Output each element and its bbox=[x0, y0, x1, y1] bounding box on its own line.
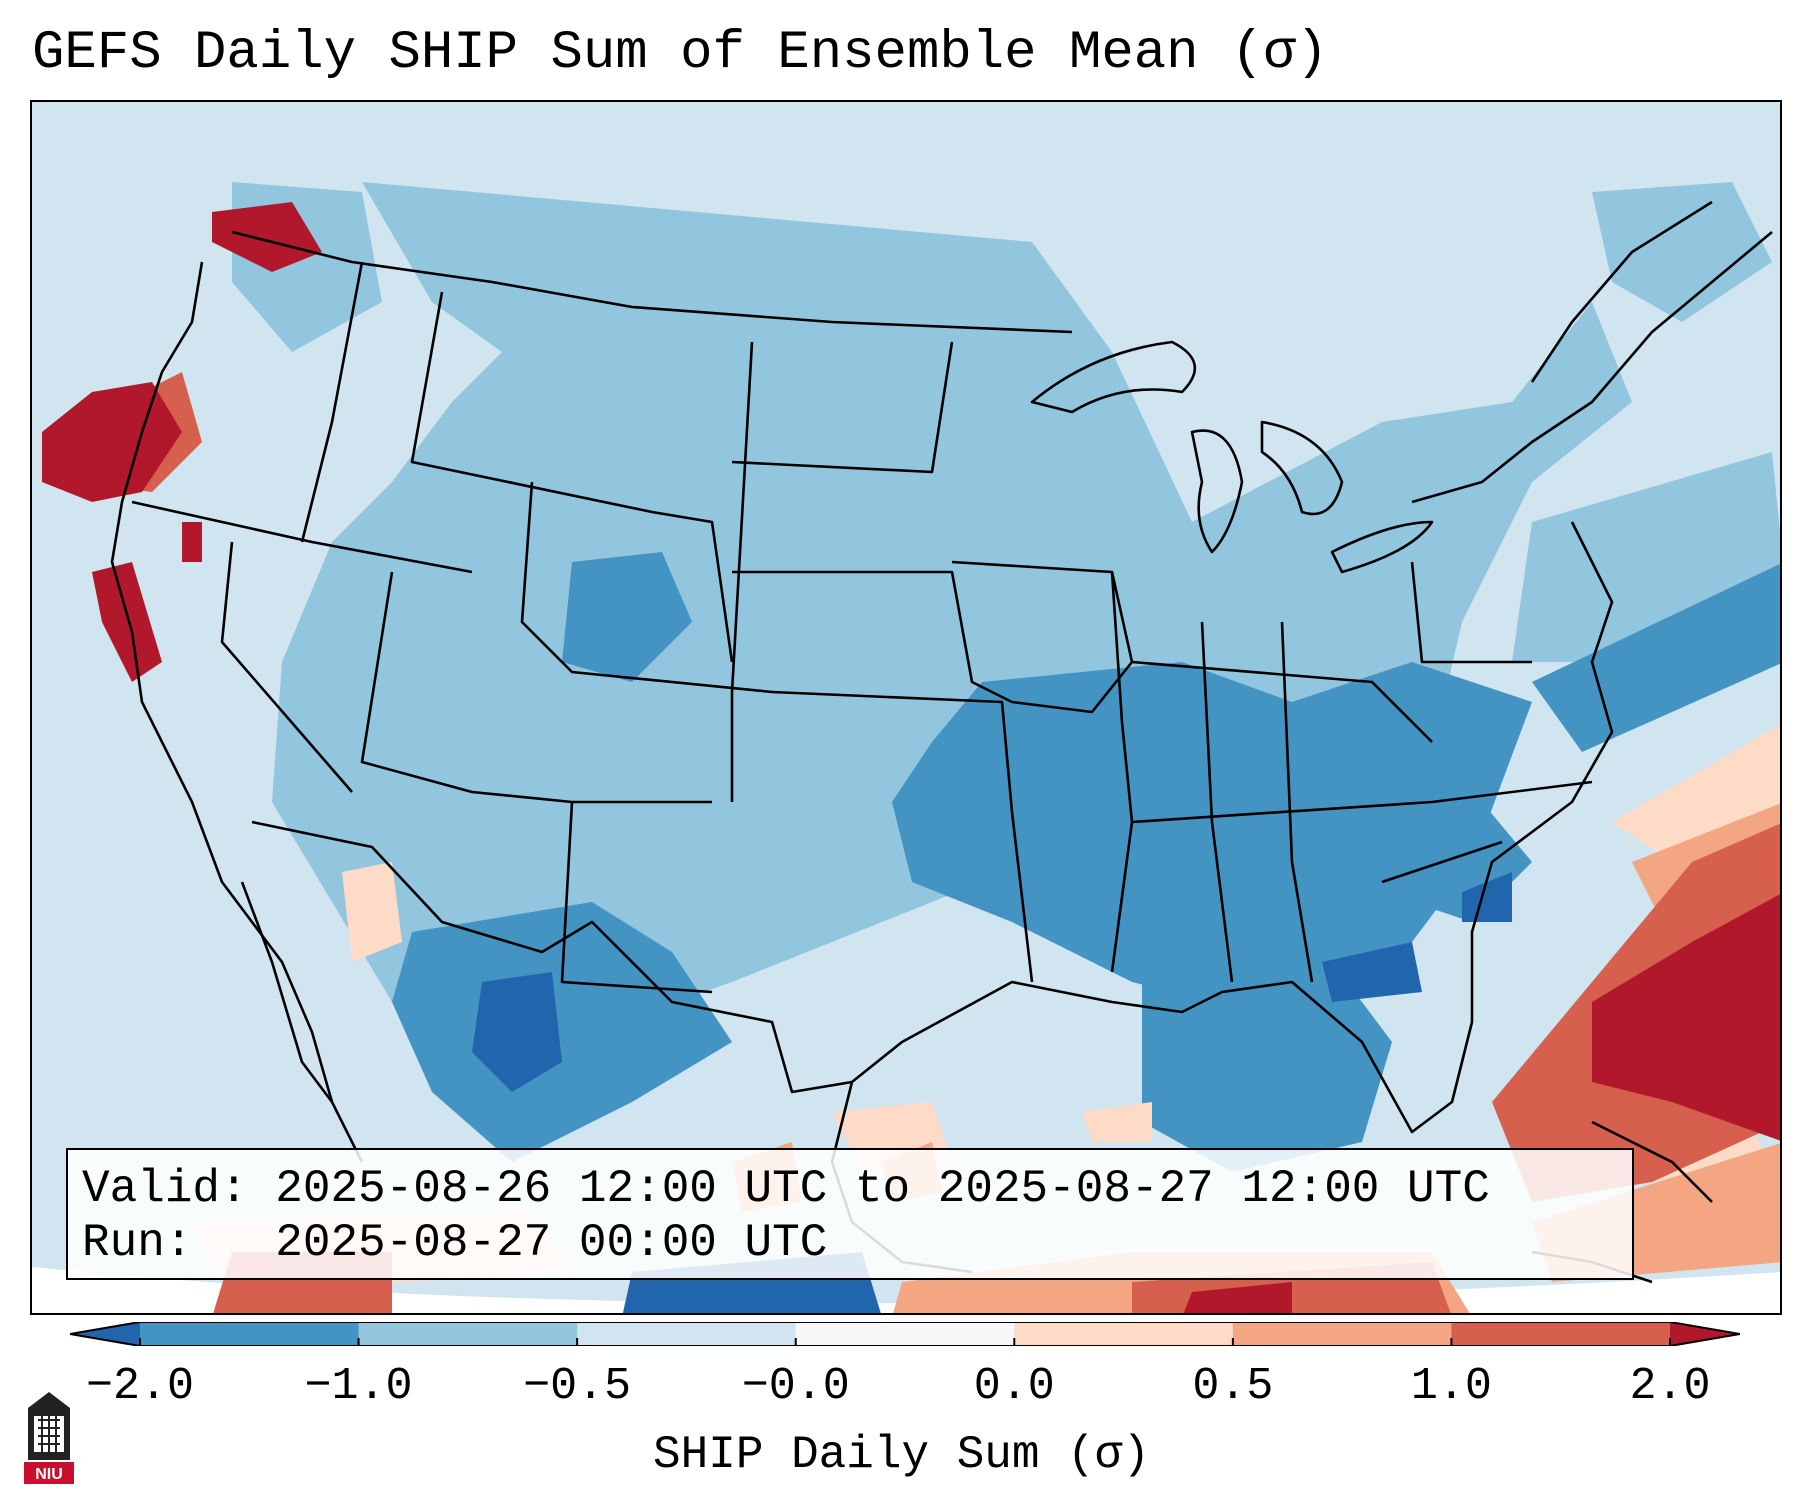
border-tn-nc bbox=[1131, 780, 1593, 824]
mexico-border bbox=[251, 820, 853, 1094]
colorbar-tick-label: 1.0 bbox=[1410, 1361, 1492, 1412]
border-ne-ks bbox=[732, 570, 1013, 704]
border-nd-sd-ne bbox=[730, 341, 754, 802]
border-ut-co bbox=[520, 481, 773, 694]
colorbar-bin bbox=[1014, 1322, 1234, 1346]
border-wy-co bbox=[651, 510, 734, 663]
run-time-line: Run: 2025-08-27 00:00 UTC bbox=[82, 1217, 828, 1269]
colorbar-bin bbox=[358, 1322, 578, 1346]
border-in-al bbox=[1200, 621, 1234, 983]
baja-coast bbox=[240, 881, 334, 1103]
niu-logo-text: NIU bbox=[35, 1466, 63, 1483]
lake-huron bbox=[1260, 420, 1344, 516]
colorbar-bin bbox=[140, 1322, 360, 1346]
valid-time-line: Valid: 2025-08-26 12:00 UTC to 2025-08-2… bbox=[82, 1163, 1490, 1215]
border-ok-ar bbox=[771, 690, 1034, 983]
niu-logo: NIU bbox=[24, 1392, 74, 1484]
border-wa-id bbox=[300, 261, 364, 543]
colorbar-bin bbox=[1670, 1322, 1740, 1346]
coastlines-and-borders bbox=[110, 200, 1773, 1274]
border-ca-nv bbox=[220, 541, 353, 793]
colorbar-tick-label: −2.0 bbox=[85, 1361, 195, 1412]
colorbar-tick-label: −0.5 bbox=[523, 1361, 632, 1412]
border-nv-az bbox=[360, 571, 712, 804]
lake-erie bbox=[1330, 520, 1434, 574]
colorbar-bin bbox=[1232, 1322, 1452, 1346]
st-lawrence bbox=[1411, 231, 1773, 504]
border-il-ms bbox=[1110, 571, 1134, 973]
lake-michigan bbox=[1190, 429, 1244, 554]
gulf-atlantic-coast bbox=[851, 521, 1614, 1134]
border-oh-ga bbox=[1280, 621, 1314, 983]
map-panel bbox=[30, 100, 1782, 1315]
canada-border bbox=[231, 230, 1073, 334]
colorbar-bin bbox=[70, 1322, 140, 1346]
colorbar-tick-label: 0.5 bbox=[1192, 1361, 1274, 1412]
colorbar-bin bbox=[1451, 1322, 1671, 1346]
pacific-coast bbox=[110, 261, 364, 1163]
quebec-line bbox=[1530, 200, 1713, 383]
colorbar-tick-label: −0.0 bbox=[741, 1361, 850, 1412]
border-ky-va bbox=[1131, 660, 1433, 743]
border-sd bbox=[731, 341, 954, 474]
niu-logo-badge bbox=[24, 1462, 74, 1484]
colorbar-bin bbox=[795, 1322, 1015, 1346]
border-or-ca bbox=[131, 500, 473, 574]
colorbar-tick-label: −1.0 bbox=[304, 1361, 413, 1412]
border-mt bbox=[410, 291, 653, 514]
anomaly-strong-negative bbox=[392, 552, 1780, 1172]
border-sc bbox=[1381, 840, 1503, 884]
colorbar bbox=[70, 1322, 1740, 1346]
lake-superior bbox=[1030, 340, 1197, 414]
border-pa-md bbox=[1410, 561, 1532, 664]
validity-info-box: Valid: 2025-08-26 12:00 UTC to 2025-08-2… bbox=[66, 1148, 1634, 1280]
border-nm-tx bbox=[560, 801, 713, 994]
colorbar-bin bbox=[577, 1322, 797, 1346]
map-title: GEFS Daily SHIP Sum of Ensemble Mean (σ) bbox=[32, 23, 1329, 84]
anomaly-extreme-positive bbox=[42, 202, 1780, 1313]
colorbar-label: SHIP Daily Sum (σ) bbox=[653, 1429, 1150, 1481]
ship-anomaly-map bbox=[32, 102, 1780, 1313]
colorbar-tick-label: 2.0 bbox=[1629, 1361, 1711, 1412]
colorbar-tick-label: 0.0 bbox=[973, 1361, 1055, 1412]
